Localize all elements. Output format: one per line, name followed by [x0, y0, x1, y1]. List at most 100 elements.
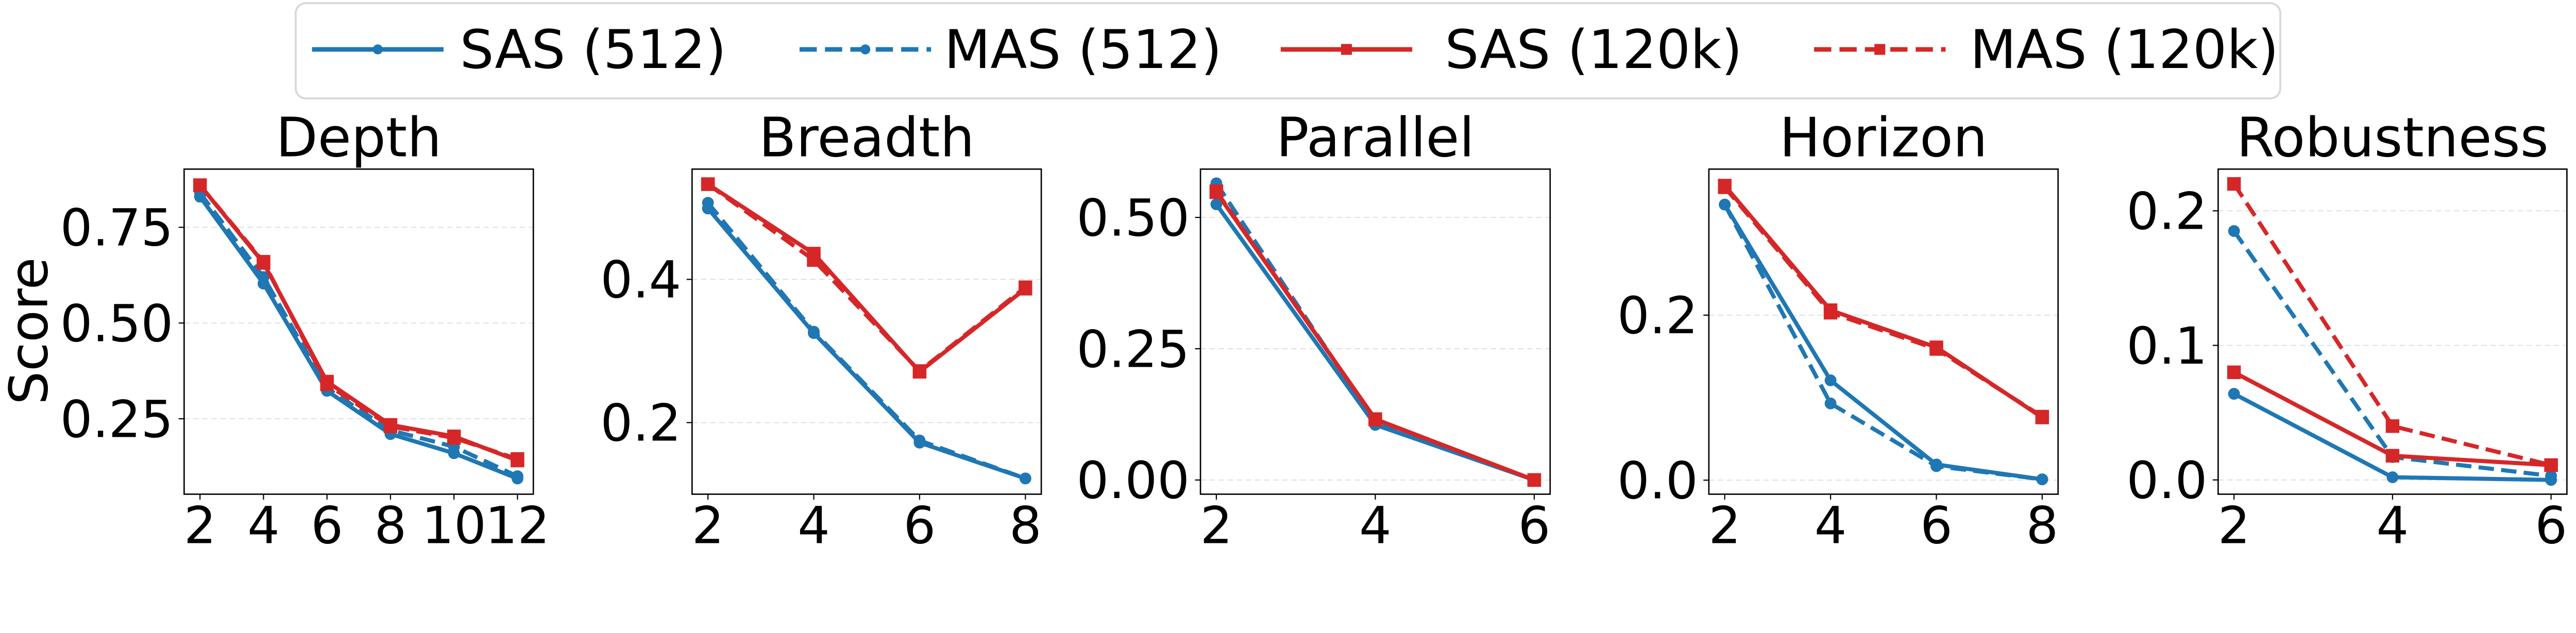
y-tick-label: 0.25	[60, 390, 174, 449]
data-point-circle	[1019, 472, 1031, 485]
data-point-square	[912, 364, 927, 378]
panel-horizon: 0.0 0.2 2 4 6 8 Horizon	[1617, 106, 2059, 556]
data-point-circle	[2228, 225, 2240, 237]
series-line	[198, 192, 519, 478]
data-point-square	[447, 431, 461, 445]
data-point-circle	[511, 470, 523, 483]
y-tick-label: 0.2	[1617, 286, 1698, 346]
series-sas-512	[2228, 388, 2557, 486]
series-line	[706, 201, 1026, 481]
y-tick-label: 0.75	[60, 199, 174, 258]
data-point-square	[2544, 458, 2558, 472]
legend-entry: SAS (512)	[312, 19, 726, 81]
data-point-circle	[1824, 374, 1837, 386]
x-tick-label: 10	[421, 497, 486, 556]
series-line	[2232, 182, 2552, 467]
y-tick-label: 0.50	[1076, 189, 1190, 248]
data-point-square	[2035, 409, 2049, 424]
series-mas-120k	[1209, 184, 1541, 487]
legend-label: SAS (512)	[460, 19, 726, 81]
series-line	[2233, 392, 2551, 482]
x-tick-label: 8	[1009, 497, 1042, 556]
legend-entry: MAS (512)	[799, 19, 1222, 81]
y-tick-label: 0.0	[2127, 451, 2208, 510]
data-point-square	[1209, 184, 1224, 198]
series-line	[1214, 182, 1535, 482]
x-tick-label: 2	[184, 497, 216, 556]
y-tick-label: 0.25	[1076, 320, 1190, 379]
data-point-circle	[1719, 198, 1731, 211]
data-point-square	[2227, 365, 2241, 380]
y-tick-label: 0.50	[60, 294, 174, 353]
data-point-square	[1718, 180, 1732, 194]
series-line	[198, 184, 518, 461]
series-sas-120k	[701, 177, 1032, 379]
data-point-circle	[702, 197, 714, 209]
y-tick-label: 0.2	[600, 394, 681, 453]
series-mas-512	[194, 186, 523, 483]
series-line	[1723, 186, 2044, 419]
legend-entry: MAS (120k)	[1814, 19, 2279, 81]
panel-title: Robustness	[2236, 106, 2549, 169]
legend-entry: SAS (120k)	[1280, 19, 1742, 81]
data-point-circle	[2036, 473, 2048, 486]
legend-label: SAS (120k)	[1445, 19, 1742, 81]
series-mas-120k	[1718, 180, 2049, 424]
y-tick-label: 0.0	[1617, 451, 1698, 510]
data-point-square	[2385, 419, 2400, 433]
data-point-circle	[2545, 470, 2557, 482]
y-tick-label: 0.1	[2127, 317, 2208, 376]
x-tick-label: 8	[2026, 497, 2059, 556]
data-point-square	[1341, 44, 1352, 55]
axes-frame	[691, 168, 1042, 495]
x-tick-label: 8	[375, 497, 407, 556]
series-sas-512	[1210, 198, 1540, 486]
y-tick-label: 0.4	[600, 251, 681, 310]
data-point-square	[2227, 177, 2241, 191]
series-mas-120k	[701, 177, 1032, 378]
y-tick-label: 0.00	[1076, 451, 1190, 510]
y-axis-label: Score	[0, 258, 60, 405]
series-mas-512	[1719, 198, 2048, 486]
series-mas-512	[2228, 225, 2557, 482]
data-point-circle	[1824, 397, 1837, 409]
data-point-square	[1929, 342, 1943, 356]
x-tick-label: 4	[247, 497, 280, 556]
series-sas-512	[702, 202, 1031, 485]
panel-robustness: 0.0 0.1 0.2 2 4 6 Robustness	[2127, 106, 2568, 556]
data-point-square	[257, 255, 270, 269]
series-line	[1723, 203, 2043, 482]
panel-title: Depth	[276, 106, 442, 169]
axes-frame	[2217, 168, 2568, 495]
x-tick-label: 4	[1359, 497, 1392, 556]
series-sas-512	[194, 191, 523, 485]
data-point-circle	[2386, 471, 2399, 484]
x-tick-label: 4	[2377, 497, 2409, 556]
data-point-circle	[372, 44, 383, 55]
data-point-square	[511, 452, 524, 466]
series-line	[706, 182, 1027, 373]
series-mas-120k	[193, 178, 524, 466]
series-mas-120k	[2227, 177, 2558, 472]
series-line	[1214, 190, 1535, 482]
x-tick-label: 2	[2218, 497, 2250, 556]
axes-frame	[1708, 168, 2059, 495]
x-tick-label: 4	[798, 497, 830, 556]
data-point-square	[1823, 305, 1838, 320]
axes-frame	[183, 168, 534, 495]
series-line	[1723, 184, 2044, 419]
panel-breadth: 0.2 0.4 2 4 6 8 Breadth	[600, 106, 1042, 556]
x-tick-label: 2	[692, 497, 724, 556]
data-point-square	[1019, 280, 1032, 294]
data-point-square	[2385, 449, 2400, 463]
x-tick-label: 6	[904, 497, 936, 556]
data-point-circle	[808, 326, 820, 338]
data-point-circle	[1930, 460, 1942, 472]
data-point-circle	[913, 434, 926, 447]
panel-title: Breadth	[759, 106, 975, 169]
panel-title: Horizon	[1780, 106, 1988, 169]
data-point-square	[1527, 473, 1541, 487]
x-tick-label: 6	[2535, 497, 2567, 556]
